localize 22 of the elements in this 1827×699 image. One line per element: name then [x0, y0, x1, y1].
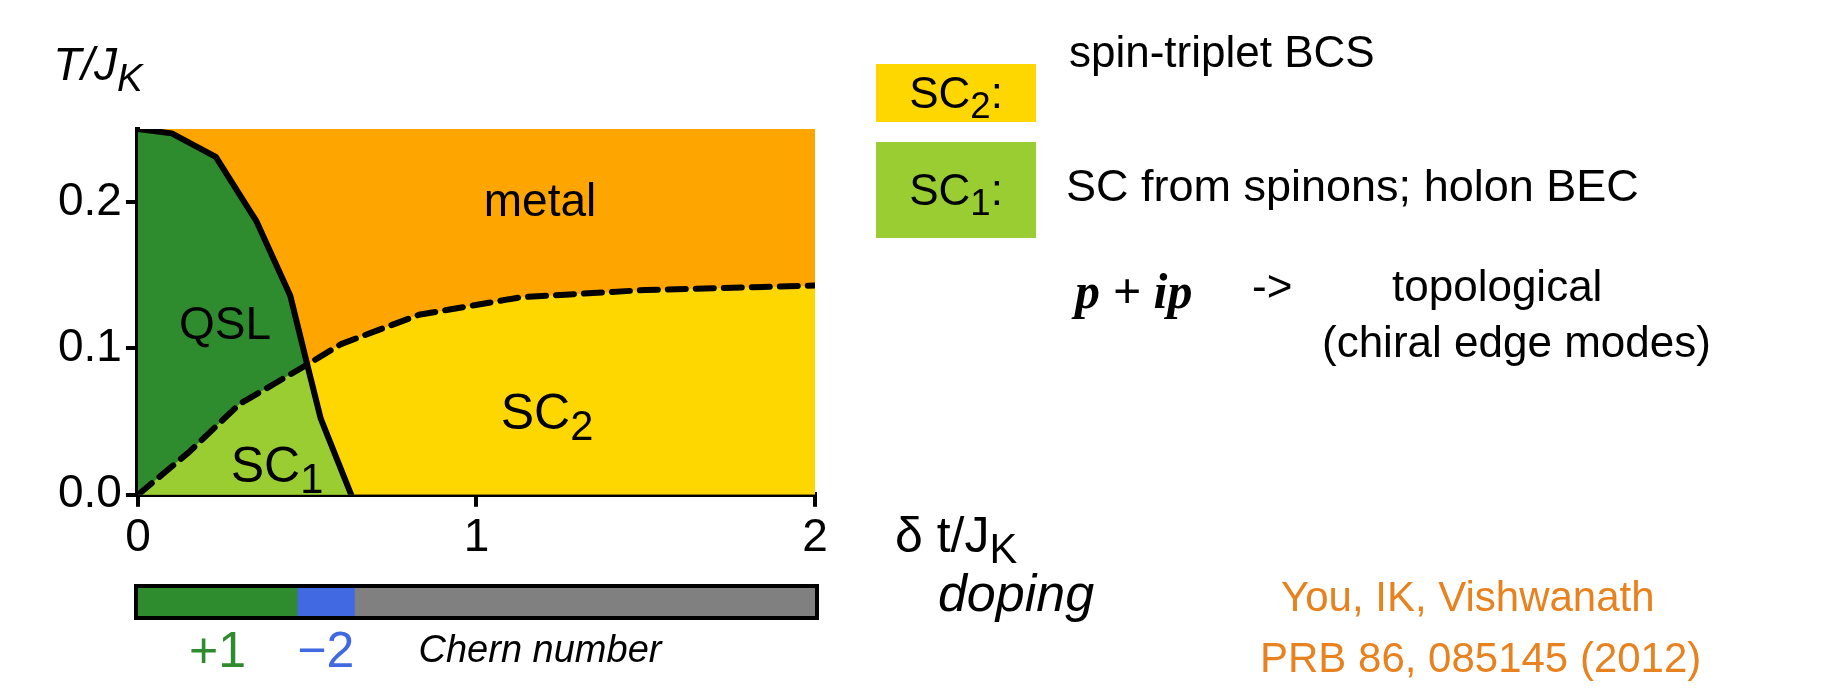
annotation: SC$_{2}$: [500, 384, 594, 450]
text: (chiral edge modes): [1322, 316, 1711, 367]
text: +1: [188, 621, 247, 678]
text: topological: [1392, 260, 1603, 311]
text: ->: [1252, 260, 1293, 311]
annotation: SC$_{1}$: [230, 437, 324, 503]
text: spin-triplet BCS: [1069, 26, 1375, 77]
y-tick-label: 0.0: [57, 465, 122, 518]
y-tick-label: 0.2: [57, 172, 122, 225]
y-tick-label: 0.1: [57, 319, 122, 372]
x-tick-label: 2: [802, 509, 828, 562]
x-tick-label: 1: [463, 509, 490, 562]
text: PRB 86, 085145 (2012): [1260, 633, 1702, 682]
text: SC from spinons; holon BEC: [1066, 160, 1639, 212]
text: SC$_{2}$:: [908, 67, 1004, 126]
annotation: QSL: [178, 296, 272, 349]
x-tick-label: 0: [125, 509, 151, 562]
text: Chern number: [418, 628, 662, 671]
text: You, IK, Vishwanath: [1281, 572, 1655, 621]
text: −2: [297, 621, 355, 678]
y-axis-title: T/J$_{K}$: [53, 38, 143, 99]
band-label: metal: [483, 173, 597, 226]
